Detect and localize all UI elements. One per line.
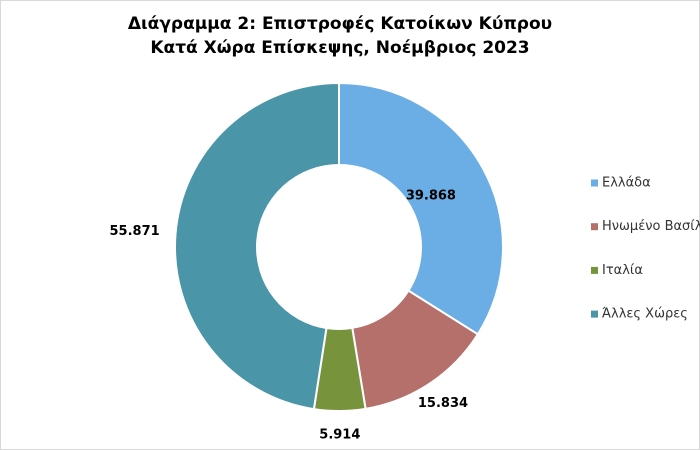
value-label: 55.871 — [110, 224, 160, 239]
doughnut-slice — [338, 81, 504, 336]
chart-title: Κατά Χώρα Επίσκεψης, Νοέμβριος 2023 — [150, 38, 529, 58]
legend-label: Ελλάδα — [602, 176, 651, 191]
doughnut-slice — [174, 81, 340, 411]
chart-title: Διάγραμμα 2: Επιστροφές Κατοίκων Κύπρου — [128, 14, 552, 34]
legend-label: Ηνωμένο Βασίλειο — [602, 219, 700, 234]
value-label: 15.834 — [418, 396, 468, 411]
legend-marker — [591, 310, 598, 318]
value-label: 39.868 — [406, 189, 456, 204]
value-label: 5.914 — [319, 427, 360, 442]
legend-label: Ιταλία — [602, 263, 643, 278]
legend-marker — [591, 266, 598, 274]
legend-label: Άλλες Χώρες — [602, 307, 688, 322]
legend-marker — [591, 179, 598, 187]
legend-marker — [591, 223, 598, 231]
